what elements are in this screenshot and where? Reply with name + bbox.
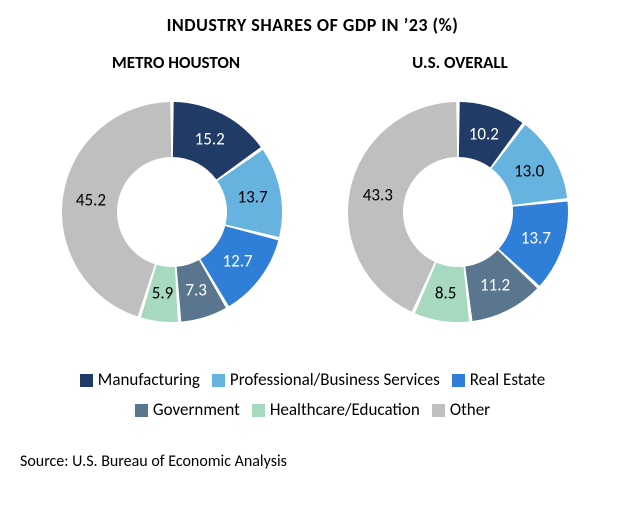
donut-houston: 15.2 13.7 12.7 7.3 5.9 45.2 — [52, 92, 292, 332]
legend-swatch — [212, 374, 225, 387]
slice-label: 10.2 — [469, 124, 499, 145]
legend-label: Professional/Business Services — [230, 366, 440, 395]
legend-label: Healthcare/Education — [270, 396, 420, 425]
subtitle-houston: METRO HOUSTON — [36, 52, 316, 73]
slice-label: 5.9 — [152, 283, 174, 304]
legend-label: Other — [450, 396, 490, 425]
legend-item: Government — [135, 396, 240, 425]
legend-swatch — [135, 404, 148, 417]
legend-item: Real Estate — [452, 366, 545, 395]
legend-item: Manufacturing — [80, 366, 200, 395]
legend-label: Government — [153, 396, 240, 425]
source-text: Source: U.S. Bureau of Economic Analysis — [20, 452, 287, 471]
slice-label: 11.2 — [480, 275, 510, 296]
subtitle-us: U.S. OVERALL — [320, 52, 600, 73]
chart-root: INDUSTRY SHARES OF GDP IN ’23 (%) METRO … — [0, 0, 625, 505]
slice-label: 13.7 — [238, 186, 268, 207]
legend-swatch — [452, 374, 465, 387]
chart-title: INDUSTRY SHARES OF GDP IN ’23 (%) — [0, 14, 625, 36]
legend-label: Manufacturing — [98, 366, 200, 395]
slice-label: 12.7 — [222, 251, 252, 272]
legend-swatch — [252, 404, 265, 417]
slice-label: 43.3 — [363, 184, 393, 205]
slice-label: 7.3 — [185, 280, 207, 301]
slice-label: 15.2 — [195, 129, 225, 150]
slice-label: 13.0 — [514, 161, 544, 182]
legend-swatch — [80, 374, 93, 387]
legend-swatch — [432, 404, 445, 417]
legend: Manufacturing Professional/Business Servi… — [0, 366, 625, 425]
legend-label: Real Estate — [470, 366, 545, 395]
donut-us: 10.2 13.0 13.7 11.2 8.5 43.3 — [338, 92, 578, 332]
legend-item: Professional/Business Services — [212, 366, 440, 395]
slice-label: 45.2 — [76, 189, 106, 210]
legend-item: Healthcare/Education — [252, 396, 420, 425]
slice-label: 13.7 — [521, 227, 551, 248]
slice-label: 8.5 — [435, 283, 457, 304]
legend-item: Other — [432, 396, 490, 425]
